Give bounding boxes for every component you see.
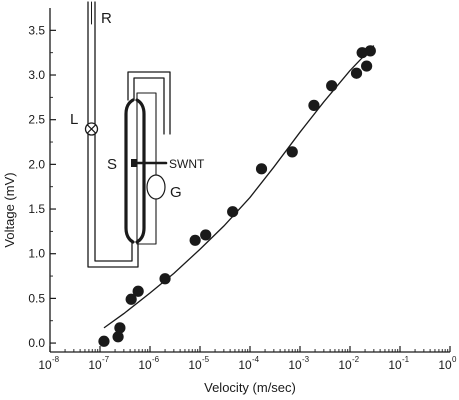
data-point — [350, 67, 363, 79]
data-point — [159, 273, 171, 285]
x-tick-exponent: 0 — [452, 355, 457, 364]
x-tick-exponent: -4 — [252, 355, 260, 364]
data-point — [326, 80, 338, 92]
gauge-G-icon — [146, 174, 166, 200]
y-tick-label: 2.5 — [28, 113, 45, 127]
apparatus-inset — [84, 1, 171, 268]
data-point — [361, 60, 373, 72]
data-point — [132, 285, 144, 297]
inset-label-R: R — [101, 10, 112, 27]
x-tick-label: 10 — [388, 358, 402, 372]
data-point — [227, 206, 239, 218]
data-point — [364, 45, 376, 57]
x-tick-label: 10 — [438, 358, 452, 372]
x-tick-exponent: -3 — [302, 355, 310, 364]
valve-L-icon — [84, 122, 99, 136]
inset-label-SWNT: SWNT — [169, 157, 205, 171]
x-axis-label: Velocity (m/sec) — [204, 380, 296, 395]
data-point — [255, 163, 268, 175]
data-point — [98, 335, 110, 347]
y-tick-label: 2.0 — [28, 157, 45, 171]
x-tick-label: 10 — [238, 358, 252, 372]
data-point — [114, 322, 126, 334]
swnt-sample — [131, 159, 137, 167]
y-tick-label: 3.5 — [28, 23, 45, 37]
x-tick-label: 10 — [138, 358, 152, 372]
data-point — [200, 229, 212, 241]
y-ticks: 0.0 0.5 1.0 1.5 2.0 2.5 3.0 3.5 — [28, 23, 56, 350]
chamber-S — [124, 98, 135, 244]
x-tick-label: 10 — [188, 358, 202, 372]
inset-label-S: S — [107, 156, 117, 173]
x-tick-exponent: -8 — [52, 355, 60, 364]
x-tick-exponent: -1 — [402, 355, 410, 364]
axes — [49, 8, 450, 353]
data-point — [189, 234, 201, 246]
data-point — [112, 331, 124, 343]
x-tick-label: 10 — [38, 358, 52, 372]
inset-label-G: G — [170, 184, 182, 201]
chamber-frame — [136, 92, 157, 245]
inset-label-L: L — [70, 111, 78, 128]
x-tick-exponent: -7 — [102, 355, 110, 364]
chamber-S-right — [135, 98, 146, 244]
x-tick-exponent: -6 — [152, 355, 160, 364]
y-tick-label: 1.0 — [28, 247, 45, 261]
outlet-tube-outer — [127, 71, 171, 135]
y-tick-label: 0.5 — [28, 291, 45, 305]
data-point — [286, 146, 298, 158]
data-point — [125, 293, 137, 305]
y-tick-label: 3.0 — [28, 68, 45, 82]
x-tick-label: 10 — [288, 358, 302, 372]
outlet-tube-inner — [133, 77, 165, 135]
y-tick-label: 0.0 — [28, 336, 45, 350]
x-tick-exponent: -2 — [352, 355, 360, 364]
y-tick-label: 1.5 — [28, 202, 45, 216]
x-tick-label: 10 — [88, 358, 102, 372]
y-axis-label: Voltage (mV) — [2, 172, 17, 247]
x-tick-label: 10 — [338, 358, 352, 372]
x-tick-exponent: -5 — [202, 355, 210, 364]
data-point — [308, 99, 320, 111]
x-ticks: 10 -8 10 -7 10 -6 10 -5 10 -4 10 -3 10 -2 10 -1 10 0 — [38, 346, 457, 372]
data-points-layer — [98, 45, 376, 347]
